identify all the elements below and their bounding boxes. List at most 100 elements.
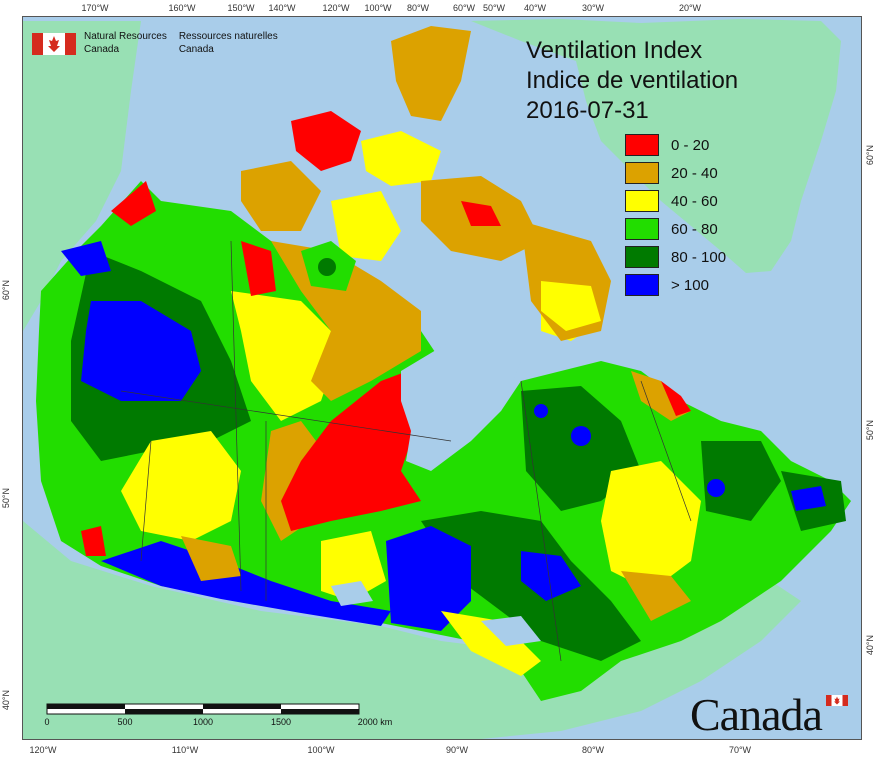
lake [481,616,541,646]
zone-0-20 [81,526,106,556]
zone-over-100 [101,541,391,626]
scale-label: 1500 [270,717,292,727]
zone-0-20 [661,381,691,416]
zone-80-100 [701,441,781,521]
arctic-island [241,161,321,231]
zone-over-100 [81,301,201,401]
zone-40-60 [121,431,241,541]
zone-60-80 [164,242,178,256]
scale-bar: 0 500 1000 1500 2000 km [44,703,392,727]
legend-swatch [625,134,659,156]
title-french: Indice de ventilation [526,67,739,94]
canada-flag-icon [32,33,76,55]
legend-label: 60 - 80 [671,220,718,238]
graticule-label: 20°W [678,3,702,13]
legend-label: > 100 [671,276,709,294]
canada-wordmark: Canada [690,689,823,740]
scale-bar-graphic [46,703,360,715]
scale-label: 500 [117,717,133,727]
legend-item: 20 - 40 [625,161,726,185]
legend-swatch [625,274,659,296]
zone-over-100 [61,241,111,276]
scale-label: 2000 km [357,717,393,727]
legend-item: > 100 [625,273,726,297]
legend-swatch [625,246,659,268]
arctic-island [361,131,441,186]
zone-over-100 [521,551,581,601]
province-border [230,240,242,592]
arctic-island [291,111,361,171]
zone-20-40 [271,241,421,401]
usa-landmass [23,521,801,739]
graticule-label: 170°W [81,3,109,13]
agency-french-line: Canada [178,44,214,55]
graticule-label: 90°W [445,745,469,755]
legend-item: 60 - 80 [625,217,726,241]
legend-swatch [625,218,659,240]
graticule-label: 110°W [171,745,199,755]
zone-over-100 [791,486,826,511]
arctic-island [331,191,401,261]
graticule-label: 120°W [29,745,57,755]
graticule-label: 70°W [728,745,752,755]
graticule-label: 40°N [1,690,11,711]
arctic-island [541,281,601,331]
zone-60-80 [318,258,336,276]
title-english: Ventilation Index [526,37,703,64]
zone-0-20 [241,241,276,296]
agency-english-line: Natural Resources [84,31,167,42]
legend-swatch [625,162,659,184]
title-date: 2016-07-31 [526,97,649,124]
graticule-label: 30°W [581,3,605,13]
province-border [640,380,692,522]
agency-name-french: Ressources naturelles Canada [179,30,278,56]
map-title: Ventilation Index Indice de ventilation … [526,36,738,126]
legend-label: 20 - 40 [671,164,718,182]
graticule-label: 80°W [581,745,605,755]
graticule-label: 50°W [482,3,506,13]
legend-item: 80 - 100 [625,245,726,269]
province-border [140,440,152,562]
graticule-label: 100°W [364,3,392,13]
zone-over-100 [386,526,471,631]
legend-label: 40 - 60 [671,192,718,210]
legend-item: 0 - 20 [625,133,726,157]
zone-40-60 [441,611,541,676]
graticule-label: 40°N [865,635,875,656]
legend: 0 - 20 20 - 40 40 - 60 60 - 80 80 - 100 … [625,133,726,301]
graticule-label: 80°W [406,3,430,13]
zone-over-100 [707,479,725,497]
agency-english-line: Canada [84,44,120,55]
graticule-label: 120°W [322,3,350,13]
zone-40-60 [601,461,701,591]
arctic-island [461,201,501,226]
legend-label: 80 - 100 [671,248,727,266]
zone-40-60 [321,531,386,601]
zone-over-100 [534,404,548,418]
legend-swatch [625,190,659,212]
graticule-label: 60°N [865,145,875,166]
graticule-label: 100°W [307,745,335,755]
agency-signature: Natural Resources Canada Ressources natu… [32,30,290,56]
graticule-label: 60°W [452,3,476,13]
zone-over-100 [571,426,591,446]
graticule-label: 60°N [1,280,11,301]
zone-20-40 [181,536,241,581]
lake [331,581,373,606]
map-canvas [22,16,862,740]
zone-20-40 [621,571,691,621]
alaska-landmass [23,21,141,331]
graticule-label: 150°W [227,3,255,13]
graticule-label: 50°N [865,420,875,441]
wordmark-flag-icon [826,693,848,706]
graticule-label: 40°W [523,3,547,13]
province-border [120,390,452,442]
province-border [520,380,562,662]
scale-label: 1000 [192,717,214,727]
zone-0-20 [111,181,156,226]
legend-label: 0 - 20 [671,136,710,154]
agency-name-english: Natural Resources Canada [84,30,167,56]
zone-40-60 [231,291,341,421]
arctic-island [391,26,471,121]
